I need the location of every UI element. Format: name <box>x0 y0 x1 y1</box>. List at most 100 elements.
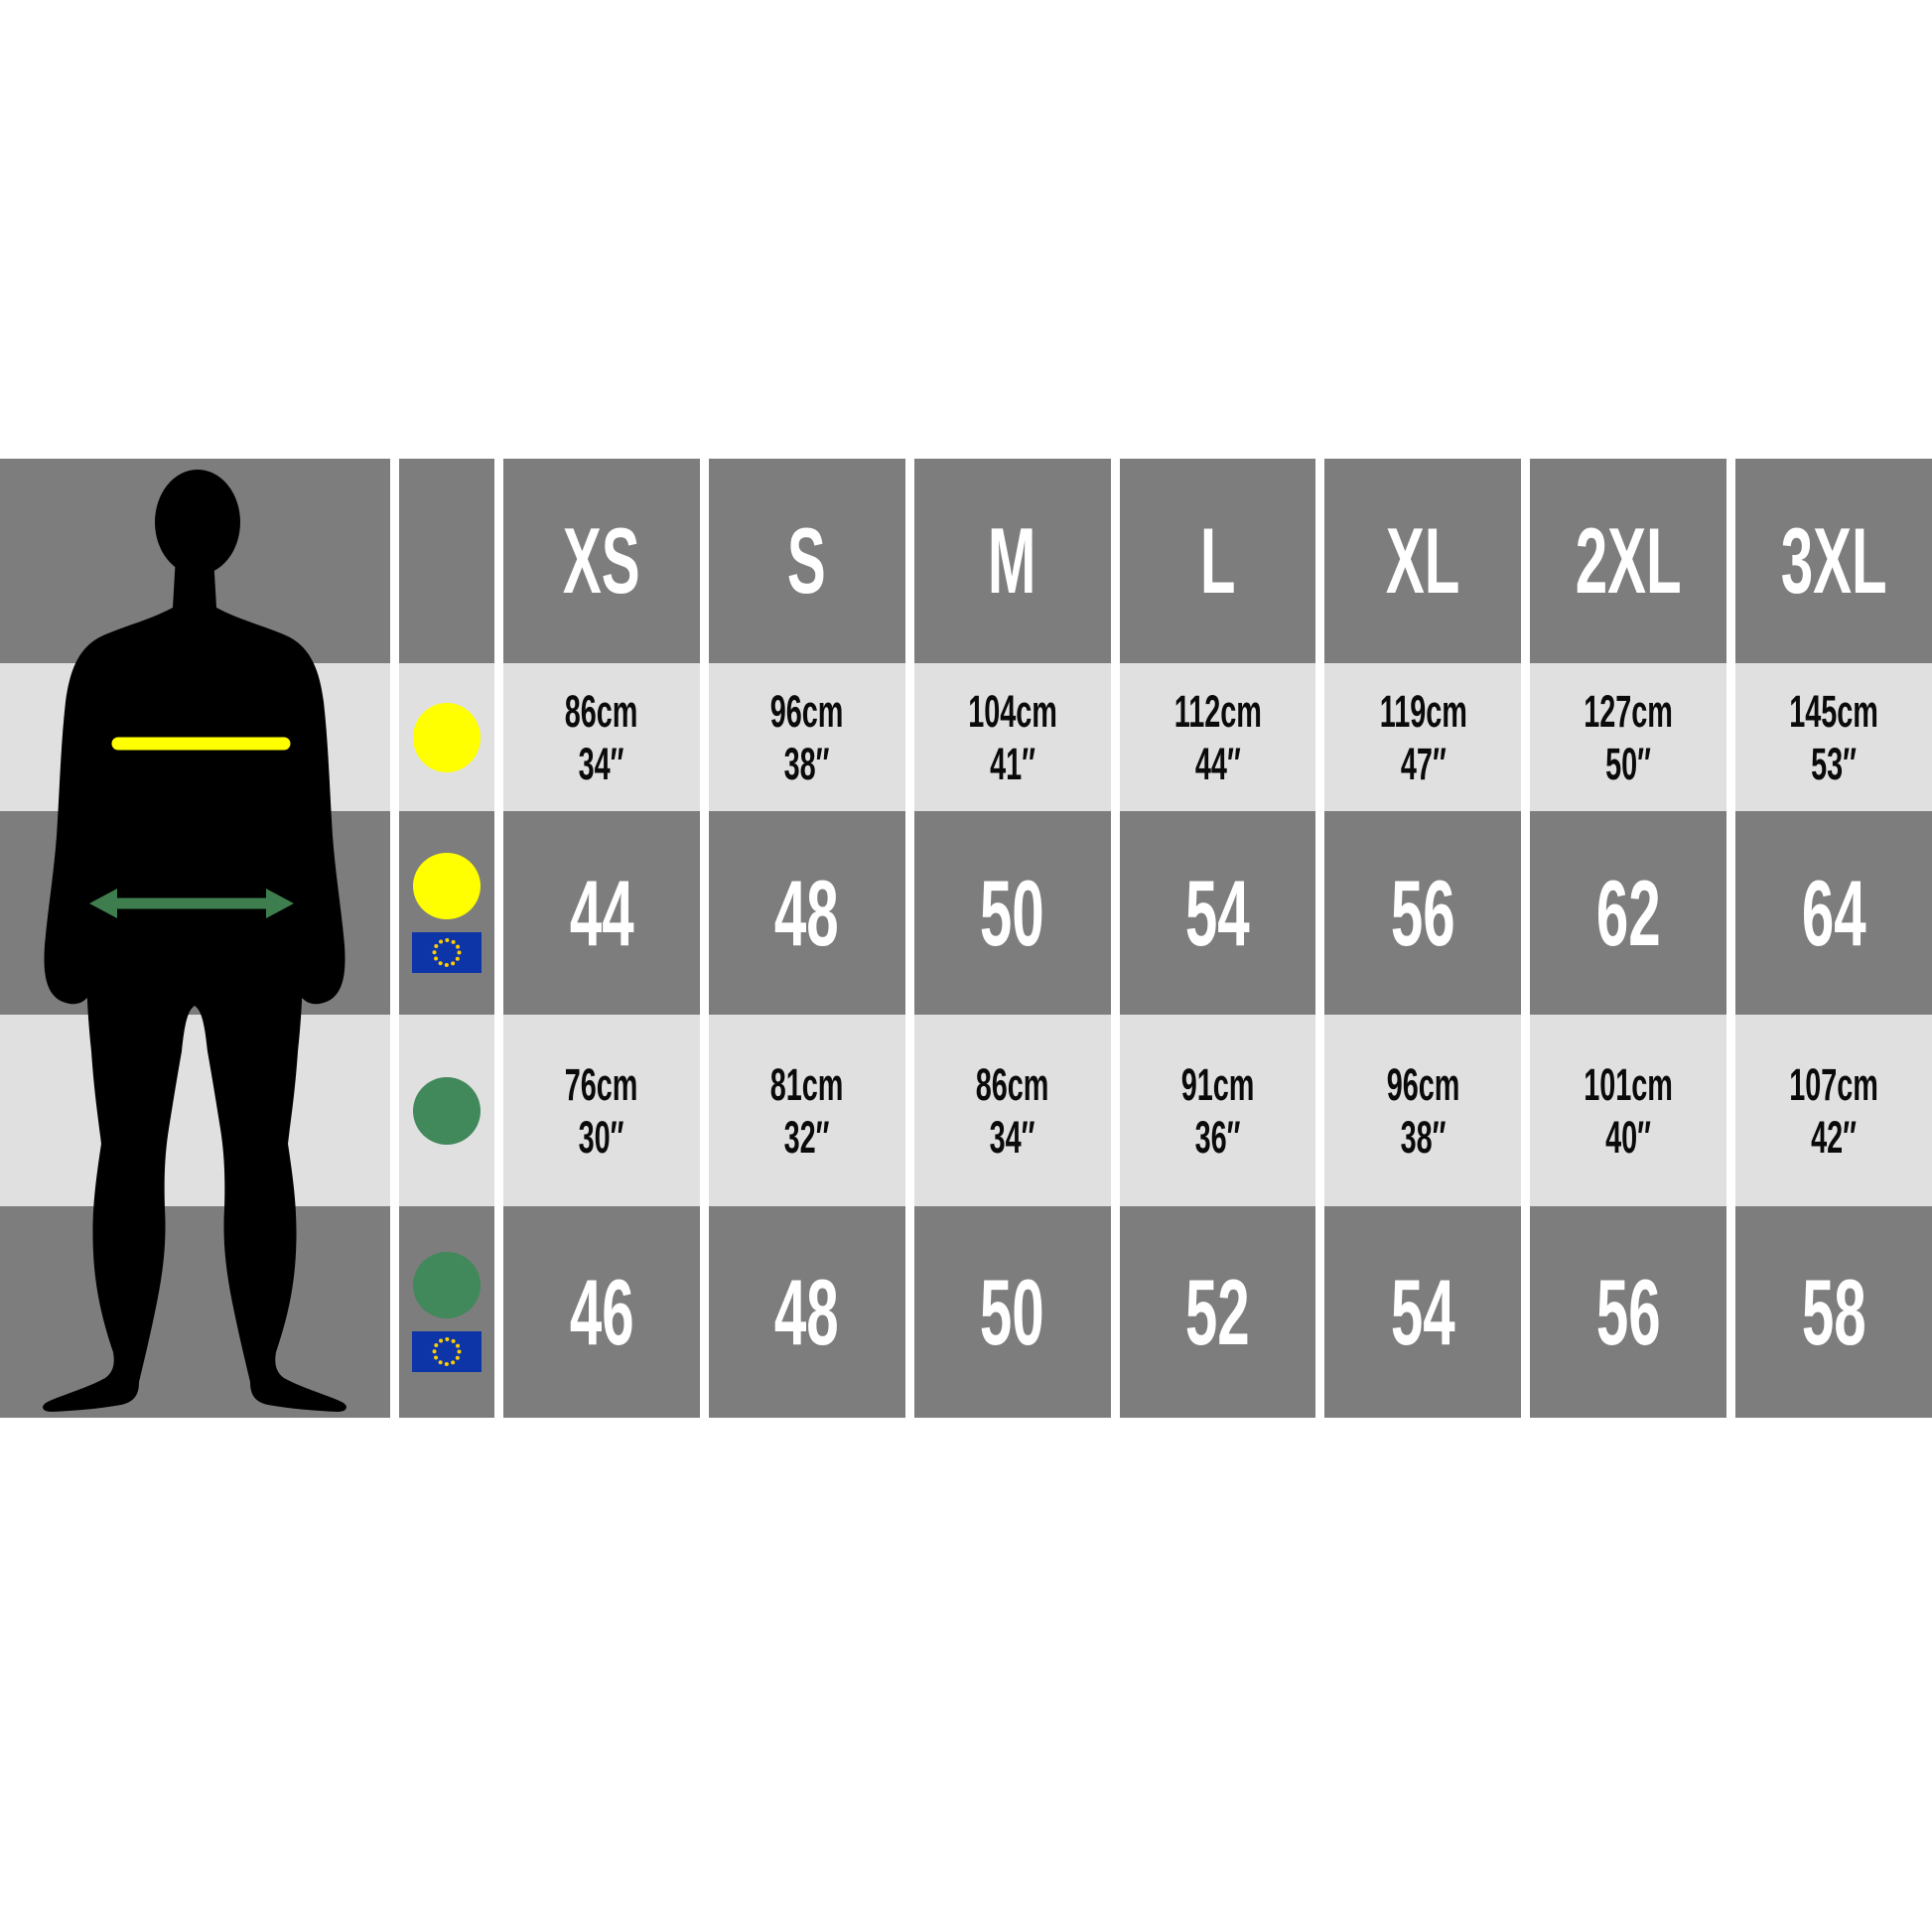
column-header-label: S <box>787 508 827 613</box>
waist-eu-size-cell: 46 <box>503 1206 700 1418</box>
waist-measurement-cell: 81cm 32″ <box>708 1015 905 1206</box>
cm-value: 101cm <box>1584 1058 1674 1110</box>
column-header-label: 2XL <box>1575 508 1682 613</box>
inch-value: 44″ <box>1194 738 1241 789</box>
eu-size-value: 54 <box>1185 860 1250 965</box>
eu-stars <box>432 938 462 967</box>
chest-marker-legend <box>399 663 494 811</box>
waist-eu-size-cell: 54 <box>1324 1206 1522 1418</box>
waist-eu-legend <box>399 1206 494 1418</box>
inch-value: 32″ <box>783 1111 830 1163</box>
green-circle-icon <box>413 1076 481 1145</box>
legend-column-header-spacer <box>399 459 494 663</box>
chest-eu-size-cell: 54 <box>1119 811 1316 1015</box>
eu-size-value: 52 <box>1185 1259 1250 1364</box>
inch-value: 30″ <box>579 1111 624 1163</box>
waist-measurement-cell: 76cm 30″ <box>503 1015 700 1206</box>
eu-size-value: 64 <box>1801 860 1866 965</box>
silhouette-head <box>155 470 240 575</box>
column-header-label: L <box>1199 508 1236 613</box>
waist-arrowhead-left <box>89 889 117 918</box>
inch-value: 47″ <box>1400 738 1447 789</box>
chest-eu-size-cell: 50 <box>913 811 1111 1015</box>
chest-measurement-cell: 104cm 41″ <box>913 663 1111 811</box>
eu-size-value: 48 <box>774 860 840 965</box>
inch-value: 36″ <box>1194 1111 1241 1163</box>
waist-measurement-cell: 91cm 36″ <box>1119 1015 1316 1206</box>
chest-measurement-cell: 127cm 50″ <box>1530 663 1727 811</box>
cm-value: 96cm <box>1386 1058 1460 1110</box>
eu-size-value: 56 <box>1390 860 1455 965</box>
cm-value: 86cm <box>565 685 638 737</box>
waist-eu-size-cell: 58 <box>1735 1206 1932 1418</box>
size-chart-table: XS S M L XL 2XL 3XL 86cm 34″ 96cm 38″ 104c… <box>0 459 1932 1418</box>
waist-measurement-cell: 101cm 40″ <box>1530 1015 1727 1206</box>
eu-size-value: 54 <box>1390 1259 1455 1364</box>
eu-size-value: 50 <box>980 1259 1045 1364</box>
chest-eu-size-cell: 56 <box>1324 811 1522 1015</box>
chest-measurement-cell: 119cm 47″ <box>1324 663 1522 811</box>
waist-measurement-cell: 107cm 42″ <box>1735 1015 1932 1206</box>
eu-size-value: 62 <box>1595 860 1661 965</box>
man-silhouette <box>43 470 346 1412</box>
waist-marker-legend <box>399 1015 494 1206</box>
eu-size-value: 44 <box>569 860 634 965</box>
column-header-label: M <box>988 508 1036 613</box>
waist-arrowhead-right <box>266 889 294 918</box>
column-header-xl: XL <box>1324 459 1522 663</box>
cm-value: 145cm <box>1789 685 1878 737</box>
chest-measurement-cell: 145cm 53″ <box>1735 663 1932 811</box>
yellow-circle-icon <box>413 853 481 919</box>
inch-value: 34″ <box>989 1111 1035 1163</box>
waist-measure-arrow <box>89 889 294 918</box>
column-header-label: XS <box>563 508 640 613</box>
yellow-circle-icon <box>413 702 481 772</box>
size-guide-figure <box>0 459 390 1418</box>
cm-value: 86cm <box>975 1058 1049 1110</box>
inch-value: 50″ <box>1605 738 1652 789</box>
cm-value: 104cm <box>967 685 1057 737</box>
column-header-2xl: 2XL <box>1530 459 1727 663</box>
cm-value: 81cm <box>769 1058 844 1110</box>
cm-value: 112cm <box>1173 685 1262 737</box>
eu-size-value: 50 <box>980 860 1045 965</box>
waist-eu-size-cell: 50 <box>913 1206 1111 1418</box>
eu-size-value: 56 <box>1595 1259 1661 1364</box>
chest-eu-size-cell: 64 <box>1735 811 1932 1015</box>
waist-eu-size-cell: 48 <box>708 1206 905 1418</box>
cm-value: 127cm <box>1584 685 1674 737</box>
cm-value: 107cm <box>1789 1058 1878 1110</box>
cm-value: 119cm <box>1379 685 1467 737</box>
eu-stars <box>432 1337 462 1366</box>
eu-flag-icon <box>412 932 482 973</box>
inch-value: 34″ <box>579 738 624 789</box>
waist-measurement-cell: 96cm 38″ <box>1324 1015 1522 1206</box>
chest-eu-legend <box>399 811 494 1015</box>
inch-value: 40″ <box>1605 1111 1652 1163</box>
eu-flag-icon <box>412 1331 482 1372</box>
waist-eu-size-cell: 56 <box>1530 1206 1727 1418</box>
column-header-3xl: 3XL <box>1735 459 1932 663</box>
column-header-label: XL <box>1386 508 1460 613</box>
inch-value: 53″ <box>1811 738 1857 789</box>
inch-value: 42″ <box>1811 1111 1857 1163</box>
eu-size-value: 58 <box>1801 1259 1866 1364</box>
cm-value: 91cm <box>1180 1058 1255 1110</box>
chest-eu-size-cell: 44 <box>503 811 700 1015</box>
inch-value: 38″ <box>783 738 830 789</box>
column-header-xs: XS <box>503 459 700 663</box>
column-header-label: 3XL <box>1780 508 1887 613</box>
inch-value: 41″ <box>989 738 1035 789</box>
cm-value: 76cm <box>565 1058 638 1110</box>
green-circle-icon <box>413 1252 481 1318</box>
waist-measurement-cell: 86cm 34″ <box>913 1015 1111 1206</box>
eu-size-value: 46 <box>569 1259 634 1364</box>
eu-size-value: 48 <box>774 1259 840 1364</box>
chest-eu-size-cell: 48 <box>708 811 905 1015</box>
column-header-m: M <box>913 459 1111 663</box>
inch-value: 38″ <box>1400 1111 1447 1163</box>
chest-measurement-cell: 96cm 38″ <box>708 663 905 811</box>
silhouette-body <box>43 556 346 1412</box>
chest-eu-size-cell: 62 <box>1530 811 1727 1015</box>
